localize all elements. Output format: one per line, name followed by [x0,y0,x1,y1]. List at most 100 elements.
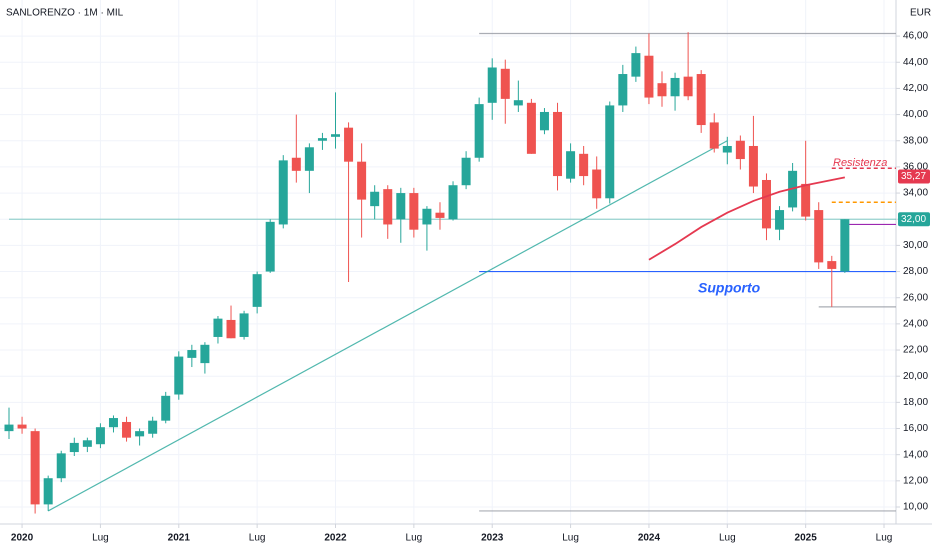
candle-body [383,189,393,225]
candle-body [748,145,758,187]
x-tick-label: 2022 [324,533,347,544]
y-tick-label: 16,00 [903,423,928,434]
candle-body [396,193,406,220]
candle-body [265,221,275,272]
candle-body [69,442,79,453]
candle-body [553,111,563,177]
candle-body [148,420,158,434]
candle-body [95,427,105,445]
moving-average [648,176,846,261]
annotation: Resistenza [833,157,887,169]
candle-body [709,122,719,149]
candle-body [487,67,497,103]
candle-body [174,356,184,395]
x-tick-label: 2024 [638,533,661,544]
candle-body [801,183,811,217]
candle-body [317,138,327,141]
candle-body [474,104,484,158]
price-label: 32,00 [901,214,926,225]
candle-body [683,76,693,97]
candle-body [82,440,92,447]
y-tick-label: 14,00 [903,449,928,460]
candle-body [435,212,445,218]
candle-body [500,68,510,99]
candle-body [357,161,367,200]
drawing-line [47,140,728,512]
x-tick-label: Lug [562,533,579,544]
x-tick-label: Lug [719,533,736,544]
candle-body [461,157,471,186]
candle-body [43,478,53,505]
candle-body [631,53,641,77]
candle-body [422,208,432,225]
price-label-box [898,169,930,184]
candle-body [161,395,171,421]
currency: EUR [910,8,931,19]
y-tick-label: 20,00 [903,371,928,382]
y-tick-label: 36,00 [903,162,928,173]
y-tick-label: 46,00 [903,31,928,42]
y-tick-label: 26,00 [903,292,928,303]
candle-body [448,185,458,220]
candle-body [278,160,288,225]
y-tick-label: 10,00 [903,502,928,513]
y-tick-label: 38,00 [903,135,928,146]
candle-body [513,100,523,106]
candle-body [592,169,602,199]
annotation: Supporto [698,280,761,296]
x-tick-label: Lug [876,533,893,544]
candle-body [4,424,14,432]
x-tick-label: Lug [92,533,109,544]
candle-body [696,74,706,126]
y-tick-label: 42,00 [903,83,928,94]
candle-body [252,274,262,307]
candle-body [187,350,197,358]
y-tick-label: 40,00 [903,109,928,120]
x-tick-label: 2021 [168,533,191,544]
y-tick-label: 18,00 [903,397,928,408]
candle-body [761,179,771,229]
price-label: 35,27 [901,171,926,182]
candle-body [526,102,536,154]
chart-title: SANLORENZO · 1M · MIL [6,8,124,19]
candle-body [775,210,785,230]
y-tick-label: 12,00 [903,475,928,486]
x-tick-label: 2020 [11,533,34,544]
candle-body [200,344,210,364]
candle-body [539,111,549,131]
candle-body [735,140,745,160]
candle-body [226,319,236,339]
candle-body [409,193,419,230]
candle-body [56,453,66,479]
y-tick-label: 22,00 [903,345,928,356]
candle-body [566,151,576,179]
candle-body [657,83,667,97]
x-tick-label: Lug [249,533,266,544]
candle-body [213,318,223,337]
candle-body [670,77,680,97]
candle-body [344,127,354,162]
candle-body [239,313,249,337]
candle-body [331,134,340,137]
y-tick-label: 30,00 [903,240,928,251]
candle-body [291,157,301,171]
candle-body [122,421,132,438]
candle-body [17,424,27,429]
y-tick-label: 44,00 [903,57,928,68]
candle-body [135,431,145,437]
y-tick-label: 28,00 [903,266,928,277]
candle-body [840,219,850,272]
candle-body [814,210,824,263]
candle-body [618,74,628,106]
candle-body [108,418,118,428]
candle-body [644,55,654,98]
candle-body [827,261,837,269]
candle-body [605,105,615,199]
x-tick-label: 2025 [795,533,818,544]
price-label-box [898,212,930,227]
x-tick-label: Lug [406,533,423,544]
x-tick-label: 2023 [481,533,504,544]
candle-body [722,145,732,153]
